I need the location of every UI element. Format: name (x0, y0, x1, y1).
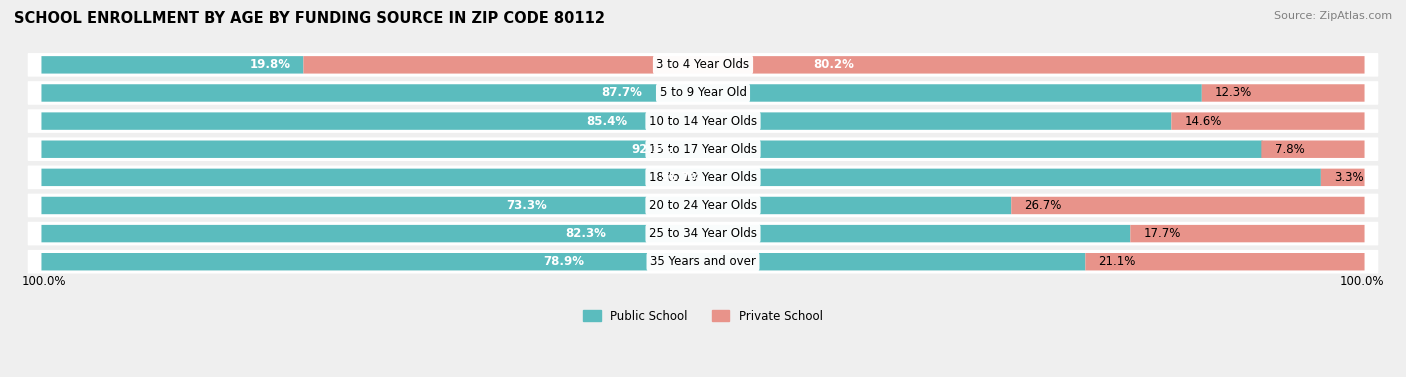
FancyBboxPatch shape (1320, 169, 1365, 186)
FancyBboxPatch shape (28, 81, 1378, 105)
Text: 92.3%: 92.3% (631, 143, 672, 156)
Text: 20 to 24 Year Olds: 20 to 24 Year Olds (650, 199, 756, 212)
FancyBboxPatch shape (28, 109, 1378, 133)
Text: 7.8%: 7.8% (1275, 143, 1305, 156)
FancyBboxPatch shape (41, 112, 1171, 130)
Text: 82.3%: 82.3% (565, 227, 606, 240)
FancyBboxPatch shape (1202, 84, 1365, 102)
FancyBboxPatch shape (1261, 141, 1365, 158)
Text: 15 to 17 Year Olds: 15 to 17 Year Olds (650, 143, 756, 156)
FancyBboxPatch shape (41, 56, 304, 74)
FancyBboxPatch shape (41, 84, 1202, 102)
Text: 25 to 34 Year Olds: 25 to 34 Year Olds (650, 227, 756, 240)
Text: 100.0%: 100.0% (21, 275, 66, 288)
Text: 100.0%: 100.0% (1340, 275, 1385, 288)
Text: 3.3%: 3.3% (1334, 171, 1364, 184)
Text: 87.7%: 87.7% (602, 86, 643, 100)
FancyBboxPatch shape (28, 250, 1378, 274)
FancyBboxPatch shape (1011, 197, 1365, 214)
FancyBboxPatch shape (304, 56, 1365, 74)
Text: 5 to 9 Year Old: 5 to 9 Year Old (659, 86, 747, 100)
Text: 3 to 4 Year Olds: 3 to 4 Year Olds (657, 58, 749, 71)
FancyBboxPatch shape (28, 222, 1378, 245)
FancyBboxPatch shape (1130, 225, 1365, 242)
FancyBboxPatch shape (41, 197, 1011, 214)
Text: 78.9%: 78.9% (543, 255, 583, 268)
Text: 18 to 19 Year Olds: 18 to 19 Year Olds (650, 171, 756, 184)
FancyBboxPatch shape (41, 225, 1130, 242)
Text: 35 Years and over: 35 Years and over (650, 255, 756, 268)
Text: 80.2%: 80.2% (814, 58, 855, 71)
FancyBboxPatch shape (1171, 112, 1365, 130)
Text: SCHOOL ENROLLMENT BY AGE BY FUNDING SOURCE IN ZIP CODE 80112: SCHOOL ENROLLMENT BY AGE BY FUNDING SOUR… (14, 11, 605, 26)
FancyBboxPatch shape (28, 166, 1378, 189)
Legend: Public School, Private School: Public School, Private School (579, 305, 827, 328)
Text: 96.7%: 96.7% (661, 171, 702, 184)
Text: 85.4%: 85.4% (586, 115, 627, 127)
Text: 26.7%: 26.7% (1025, 199, 1062, 212)
FancyBboxPatch shape (41, 253, 1085, 270)
Text: 12.3%: 12.3% (1215, 86, 1253, 100)
Text: 10 to 14 Year Olds: 10 to 14 Year Olds (650, 115, 756, 127)
FancyBboxPatch shape (41, 141, 1263, 158)
FancyBboxPatch shape (28, 137, 1378, 161)
Text: Source: ZipAtlas.com: Source: ZipAtlas.com (1274, 11, 1392, 21)
FancyBboxPatch shape (41, 169, 1320, 186)
FancyBboxPatch shape (28, 194, 1378, 217)
Text: 17.7%: 17.7% (1143, 227, 1181, 240)
FancyBboxPatch shape (28, 53, 1378, 77)
Text: 73.3%: 73.3% (506, 199, 547, 212)
Text: 21.1%: 21.1% (1098, 255, 1136, 268)
Text: 19.8%: 19.8% (249, 58, 290, 71)
Text: 14.6%: 14.6% (1185, 115, 1222, 127)
FancyBboxPatch shape (1085, 253, 1365, 270)
